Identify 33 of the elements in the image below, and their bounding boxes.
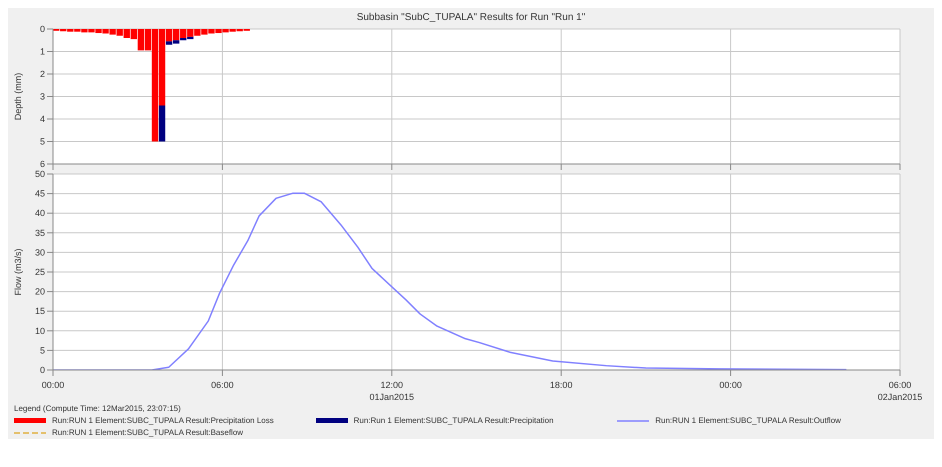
y-tick-label: 5 — [40, 136, 45, 146]
y-tick-label: 50 — [34, 169, 45, 179]
bar — [158, 106, 166, 142]
y-tick-label: 20 — [34, 286, 45, 297]
legend-label: Run:Run 1 Element:SUBC_TUPALA Result:Precipitation — [354, 416, 554, 425]
y-tick-label: 40 — [34, 208, 45, 218]
legend-title: Legend (Compute Time: 12Mar2015, 23:07:15) — [14, 404, 182, 413]
x-tick-label: 00:00 — [719, 380, 742, 390]
y-tick-label: 6 — [40, 159, 45, 169]
y-tick-label: 25 — [34, 267, 45, 277]
y-tick-label: 5 — [40, 345, 45, 356]
legend-label: Run:RUN 1 Element:SUBC_TUPALA Result:Precipitation Loss — [52, 416, 274, 425]
y-tick-label: 4 — [40, 114, 45, 124]
y-tick-label: 35 — [34, 228, 45, 238]
y-tick-label: 0 — [40, 365, 45, 375]
y-axis-title: Flow (m3/s) — [13, 248, 24, 296]
y-tick-label: 3 — [40, 92, 45, 102]
x-tick-label: 12:00 01Jan2015 — [370, 380, 414, 402]
legend-label: Run:RUN 1 Element:SUBC_TUPALA Result:Outflow — [655, 416, 841, 425]
y-tick-label: 0 — [40, 24, 45, 34]
x-tick-label: 06:00 02Jan2015 — [878, 380, 922, 402]
y-axis-title: Depth (mm) — [13, 72, 24, 120]
x-tick-label: 06:00 — [211, 380, 234, 390]
x-tick-label: 18:00 — [550, 380, 572, 390]
x-tick-label: 00:00 — [42, 380, 64, 390]
chart-title: Subbasin "SubC_TUPALA" Results for Run "Run 1" — [356, 11, 586, 25]
y-tick-label: 2 — [40, 69, 45, 79]
legend-label: Run:RUN 1 Element:SUBC_TUPALA Result:Baseflow — [52, 428, 244, 437]
y-tick-label: 30 — [34, 247, 45, 258]
y-tick-label: 45 — [34, 188, 45, 199]
y-tick-label: 1 — [40, 46, 45, 56]
y-tick-label: 10 — [34, 326, 45, 336]
y-tick-label: 15 — [34, 306, 45, 316]
